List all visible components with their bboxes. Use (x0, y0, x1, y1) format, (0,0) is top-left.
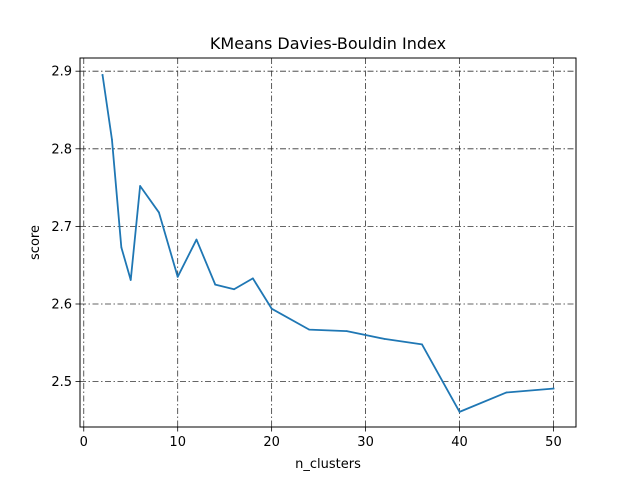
data-point (270, 307, 273, 310)
data-point (505, 391, 508, 394)
x-tick-label: 20 (263, 435, 280, 450)
grid-layer (80, 58, 576, 427)
x-tick-label: 10 (169, 435, 186, 450)
plot-background (80, 58, 576, 427)
data-point (139, 185, 142, 187)
data-point (308, 328, 311, 331)
x-tick-label: 40 (451, 435, 468, 450)
y-tick-label: 2.8 (51, 142, 72, 157)
data-point (195, 238, 198, 241)
data-point (158, 211, 160, 214)
y-tick-label: 2.6 (51, 298, 72, 313)
plot-frame (79, 57, 577, 428)
data-point (129, 279, 132, 281)
data-point (176, 275, 179, 278)
plot-area (79, 57, 577, 428)
y-axis-ticks: 2.5 2.6 2.7 2.8 2.9 (51, 65, 80, 390)
data-point (458, 410, 461, 413)
data-point (111, 138, 113, 141)
x-tick-label: 0 (80, 435, 88, 450)
x-tick-label: 30 (357, 435, 374, 450)
data-point (421, 343, 423, 346)
chart-title: KMeans Davies-Bouldin Index (210, 34, 446, 53)
data-point (251, 277, 254, 280)
y-tick-label: 2.5 (51, 375, 72, 390)
data-point (214, 283, 217, 286)
series-layer (101, 74, 555, 413)
data-point (120, 246, 123, 249)
data-point (101, 74, 104, 76)
y-tick-label: 2.9 (51, 65, 72, 80)
data-point (383, 338, 386, 340)
x-tick-label: 50 (545, 435, 562, 450)
x-axis-ticks: 0 10 20 30 40 50 (80, 427, 562, 450)
y-tick-label: 2.7 (51, 220, 72, 235)
y-axis-title: score (28, 225, 43, 260)
x-axis-title: n_clusters (295, 457, 361, 472)
data-point (345, 330, 348, 333)
data-point (233, 288, 235, 291)
data-point (552, 387, 555, 390)
